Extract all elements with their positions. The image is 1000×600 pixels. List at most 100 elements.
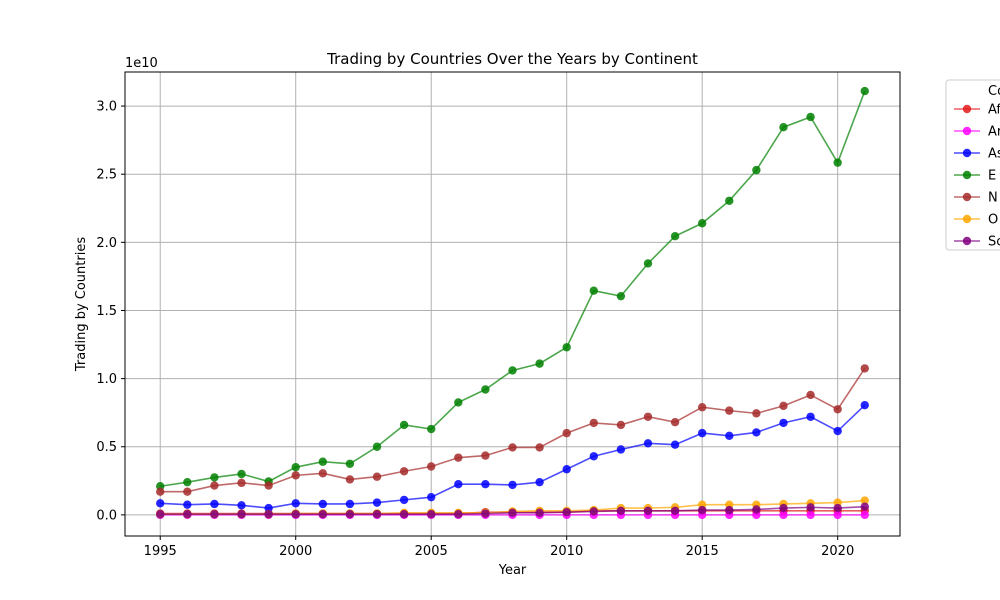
data-point xyxy=(860,364,869,373)
data-point xyxy=(616,291,626,301)
data-point xyxy=(670,440,680,449)
data-point xyxy=(589,507,598,516)
legend-label: Sc xyxy=(988,235,1000,250)
plot-frame xyxy=(124,71,901,537)
legend-label: As xyxy=(988,147,1000,162)
data-point xyxy=(725,406,734,415)
data-point xyxy=(643,259,653,268)
data-point xyxy=(264,481,273,490)
data-point xyxy=(860,86,869,96)
data-point xyxy=(427,462,436,471)
data-point xyxy=(210,499,219,509)
data-point xyxy=(156,499,165,508)
y-tick-label: 2.5 xyxy=(96,168,117,183)
data-point xyxy=(562,507,571,517)
data-point xyxy=(860,510,869,520)
data-point xyxy=(508,366,517,375)
data-point xyxy=(725,431,734,441)
data-point xyxy=(318,499,328,509)
series-as xyxy=(156,400,869,513)
data-point xyxy=(264,503,273,513)
legend-marker xyxy=(962,236,972,246)
legend-title: Co xyxy=(988,84,1000,99)
data-point xyxy=(752,505,761,514)
y-tick-label: 1.5 xyxy=(96,304,117,319)
data-point xyxy=(752,409,761,418)
data-point xyxy=(779,122,788,132)
data-point xyxy=(183,477,192,487)
y-tick-label: 0.5 xyxy=(96,440,117,455)
data-point xyxy=(210,481,219,490)
data-point xyxy=(156,509,165,519)
y-tick-label: 1.0 xyxy=(96,372,117,387)
data-point xyxy=(833,510,842,520)
legend-label: Ar xyxy=(988,125,1000,140)
data-point xyxy=(237,469,246,479)
legend-label: E xyxy=(988,169,996,184)
data-point xyxy=(589,418,598,428)
data-point xyxy=(643,506,653,515)
legend-marker xyxy=(962,148,972,158)
chart-title: Trading by Countries Over the Years by C… xyxy=(326,50,698,68)
data-point xyxy=(345,475,355,484)
x-tick-label: 2015 xyxy=(686,544,719,559)
data-point xyxy=(318,457,328,466)
data-point xyxy=(508,508,517,518)
data-point xyxy=(535,359,544,368)
data-point xyxy=(616,420,626,430)
data-point xyxy=(372,442,382,451)
ticks: 1995 2000 2005 2010 2015 2020 0.0 0.5 1.0 1.5 2.0 2… xyxy=(96,100,854,559)
data-point xyxy=(806,510,815,520)
data-point xyxy=(508,443,517,452)
legend-entry: Ar xyxy=(954,125,1000,140)
data-point xyxy=(860,502,869,511)
data-point xyxy=(183,509,192,519)
data-point xyxy=(345,459,355,468)
data-point xyxy=(291,499,300,508)
data-point xyxy=(833,405,842,414)
data-point xyxy=(725,196,734,205)
legend-entry: Af xyxy=(954,103,1000,118)
data-point xyxy=(291,462,300,472)
data-point xyxy=(562,343,571,352)
legend-marker xyxy=(962,126,972,136)
x-tick-label: 2020 xyxy=(821,544,854,559)
data-point xyxy=(562,465,571,474)
data-point xyxy=(372,509,382,519)
data-point xyxy=(806,390,815,400)
data-point xyxy=(156,487,165,496)
data-point xyxy=(670,418,680,427)
legend-entry: N xyxy=(954,191,998,206)
data-point xyxy=(372,498,382,507)
data-point xyxy=(481,509,490,518)
x-axis-title: Year xyxy=(498,563,527,578)
data-point xyxy=(399,420,409,430)
y-tick-label: 0.0 xyxy=(96,508,117,523)
data-point xyxy=(454,398,463,407)
data-point xyxy=(697,219,707,228)
data-point xyxy=(833,158,842,167)
legend-marker xyxy=(962,104,972,114)
data-point xyxy=(643,439,653,448)
data-point xyxy=(670,506,680,515)
data-point xyxy=(643,412,653,421)
legend-entry: Sc xyxy=(954,235,1000,250)
x-tick-label: 1995 xyxy=(144,544,177,559)
data-point xyxy=(481,480,490,489)
offset-label: 1e10 xyxy=(125,56,158,71)
data-point xyxy=(318,469,328,478)
data-point xyxy=(454,480,463,489)
x-tick-label: 2010 xyxy=(550,544,583,559)
data-point xyxy=(779,510,788,520)
legend-entry: E xyxy=(954,169,996,184)
legend-frame xyxy=(945,79,1000,251)
data-point xyxy=(562,428,571,438)
data-point xyxy=(779,401,788,411)
legend-label: O xyxy=(988,213,998,228)
data-point xyxy=(670,232,680,241)
data-point xyxy=(210,509,219,519)
data-point xyxy=(833,426,842,436)
data-point xyxy=(697,428,707,438)
data-point xyxy=(291,509,300,519)
